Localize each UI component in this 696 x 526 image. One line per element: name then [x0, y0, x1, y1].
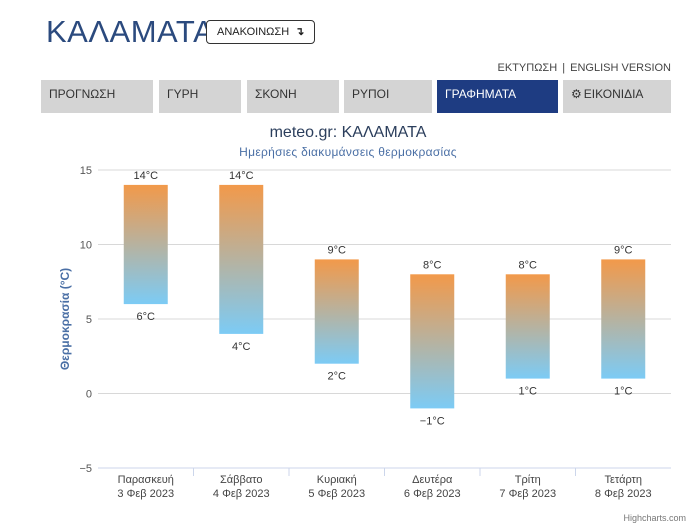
tab-label: ΓΡΑΦΗΜΑΤΑ [445, 87, 517, 101]
highcharts-credits[interactable]: Highcharts.com [623, 513, 686, 523]
high-value-label: 9°C [328, 244, 347, 256]
tab-bar: ΠΡΟΓΝΩΣΗ ΓΥΡΗ ΣΚΟΝΗ ΡΥΠΟΙ ΓΡΑΦΗΜΑΤΑ ⚙ ΕΙΚ… [41, 80, 671, 113]
link-separator: | [562, 62, 566, 74]
tab-pollutants[interactable]: ΡΥΠΟΙ [344, 80, 432, 113]
high-value-label: 8°C [423, 259, 442, 271]
top-links: ΕΚΤΥΠΩΣΗ | ENGLISH VERSION [498, 62, 671, 74]
low-value-label: 4°C [232, 341, 251, 353]
chart-title: meteo.gr: ΚΑΛΑΜΑΤΑ [269, 124, 427, 141]
chart-subtitle: Ημερήσιες διακυμάνσεις θερμοκρασίας [239, 145, 457, 159]
tab-label: ΓΥΡΗ [167, 87, 199, 101]
tab-label: ΕΙΚΟΝΙΔΙΑ [583, 87, 644, 101]
high-value-label: 14°C [229, 170, 254, 182]
x-category-date-label: 7 Φεβ 2023 [499, 488, 556, 500]
low-value-label: 1°C [614, 386, 633, 398]
x-category-date-label: 8 Φεβ 2023 [595, 488, 652, 500]
high-value-label: 9°C [614, 244, 633, 256]
x-category-date-label: 5 Φεβ 2023 [308, 488, 365, 500]
x-category-date-label: 3 Φεβ 2023 [117, 488, 174, 500]
temperature-range-bar [314, 259, 359, 364]
x-category-day-label: Τετάρτη [604, 474, 642, 486]
english-version-link[interactable]: ENGLISH VERSION [570, 62, 671, 74]
y-tick-label: 5 [86, 314, 92, 326]
city-title: ΚΑΛΑΜΑΤΑ [46, 14, 215, 49]
y-axis-title: Θερμοκρασία (°C) [58, 268, 72, 370]
tab-label: ΠΡΟΓΝΩΣΗ [49, 87, 116, 101]
y-tick-label: −5 [79, 463, 92, 475]
temperature-range-bar [219, 184, 264, 334]
x-category-date-label: 4 Φεβ 2023 [213, 488, 270, 500]
y-tick-label: 0 [86, 389, 92, 401]
temperature-range-bar [505, 274, 550, 379]
low-value-label: 1°C [519, 386, 538, 398]
tab-forecast[interactable]: ΠΡΟΓΝΩΣΗ [41, 80, 153, 113]
temperature-range-bar [601, 259, 646, 379]
x-category-date-label: 6 Φεβ 2023 [404, 488, 461, 500]
print-link[interactable]: ΕΚΤΥΠΩΣΗ [497, 62, 558, 74]
y-tick-label: 15 [80, 165, 92, 177]
tab-pollen[interactable]: ΓΥΡΗ [159, 80, 241, 113]
x-category-day-label: Δευτέρα [412, 474, 453, 486]
announce-label: ΑΝΑΚΟΙΝΩΣΗ [217, 26, 290, 38]
gear-icon: ⚙ [571, 87, 582, 101]
low-value-label: 6°C [137, 311, 156, 323]
arrow-down-icon: ↴ [295, 26, 305, 38]
high-value-label: 8°C [519, 259, 538, 271]
x-category-day-label: Τρίτη [515, 474, 541, 486]
x-category-day-label: Σάββατο [220, 474, 262, 486]
tab-dust[interactable]: ΣΚΟΝΗ [247, 80, 339, 113]
temperature-range-bar [410, 274, 455, 409]
x-category-day-label: Κυριακή [317, 474, 357, 486]
tab-label: ΡΥΠΟΙ [352, 87, 390, 101]
high-value-label: 14°C [133, 170, 158, 182]
tab-icons[interactable]: ⚙ ΕΙΚΟΝΙΔΙΑ [563, 80, 671, 113]
tab-label: ΣΚΟΝΗ [255, 87, 297, 101]
low-value-label: −1°C [420, 415, 445, 427]
x-category-day-label: Παρασκευή [118, 474, 174, 486]
y-tick-label: 10 [80, 240, 92, 252]
temperature-range-bar [123, 184, 168, 305]
announce-button[interactable]: ΑΝΑΚΟΙΝΩΣΗ ↴ [206, 20, 316, 44]
low-value-label: 2°C [328, 371, 347, 383]
tab-charts[interactable]: ΓΡΑΦΗΜΑΤΑ [437, 80, 558, 113]
